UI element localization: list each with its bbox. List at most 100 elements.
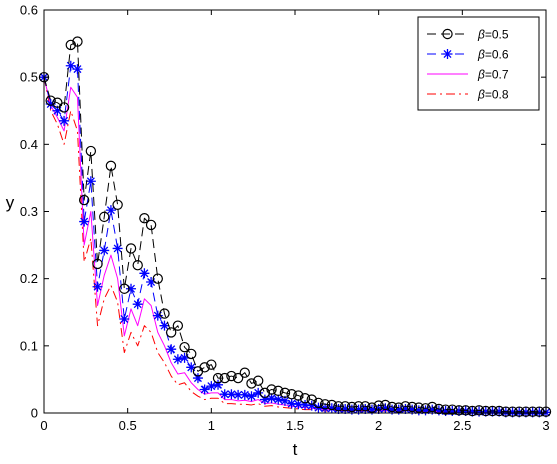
data-point-2 <box>45 99 56 110</box>
data-point-1 <box>534 406 545 417</box>
data-point-2 <box>72 64 83 75</box>
data-point-1 <box>299 393 311 404</box>
data-point-1 <box>400 401 411 412</box>
data-point-2 <box>460 405 471 416</box>
x-tick-label: 2.5 <box>453 418 471 433</box>
data-point-1 <box>266 384 277 395</box>
data-point-1 <box>246 378 257 389</box>
ticks-layer: 0 0.5 1 1.5 2 2.5 3 0 0.1 0.2 0.3 0.4 0.5 0.6 <box>20 3 550 434</box>
data-point-2 <box>59 115 70 126</box>
x-axis-label: t <box>293 440 298 459</box>
data-point-2 <box>500 407 511 418</box>
data-point-1 <box>145 219 157 231</box>
data-point-1 <box>433 403 445 415</box>
data-point-1 <box>480 405 491 417</box>
data-point-1 <box>92 258 103 270</box>
legend: β=0.5 β=0.6 β=0.7 β=0.8 <box>417 16 540 111</box>
data-point-2 <box>146 277 157 288</box>
data-point-2 <box>233 389 244 400</box>
data-point-2 <box>353 404 364 415</box>
y-tick-label: 0 <box>31 406 38 421</box>
data-point-1 <box>346 401 358 413</box>
data-point-1 <box>487 405 498 417</box>
data-point-2 <box>534 407 545 418</box>
data-point-1 <box>132 260 143 271</box>
data-point-2 <box>126 283 137 294</box>
data-point-2 <box>306 400 317 411</box>
data-point-2 <box>99 245 110 256</box>
data-point-2 <box>159 320 170 331</box>
data-point-1 <box>72 36 83 47</box>
data-point-2 <box>172 354 183 365</box>
data-point-2 <box>139 268 150 279</box>
y-tick-label: 0.4 <box>20 137 38 152</box>
legend-label-2: β=0.6 <box>477 48 509 62</box>
data-point-1 <box>333 401 344 412</box>
data-point-1 <box>427 401 438 413</box>
data-point-1 <box>45 95 56 106</box>
data-point-2 <box>447 405 458 416</box>
data-point-1 <box>65 39 76 51</box>
data-point-2 <box>206 381 217 392</box>
data-point-2 <box>346 404 357 415</box>
data-point-1 <box>125 243 137 254</box>
data-point-2 <box>407 404 418 415</box>
data-point-2 <box>65 60 76 71</box>
data-point-1 <box>453 405 465 416</box>
data-point-2 <box>226 389 237 400</box>
data-point-2 <box>433 405 444 416</box>
legend-box <box>417 16 540 111</box>
data-point-1 <box>212 372 224 384</box>
data-point-1 <box>313 397 324 409</box>
data-point-legend-2 <box>442 49 453 59</box>
data-point-1 <box>165 327 177 338</box>
data-point-2 <box>453 405 464 416</box>
data-point-2 <box>507 407 518 418</box>
data-point-1 <box>514 406 525 417</box>
x-tick-label: 3 <box>542 418 549 433</box>
series-1 <box>38 36 552 417</box>
data-point-2 <box>514 407 525 418</box>
x-tick-label: 1 <box>208 418 215 433</box>
data-point-1 <box>112 199 123 210</box>
data-point-1 <box>226 370 237 382</box>
data-point-1 <box>179 341 190 353</box>
data-point-2 <box>340 403 351 414</box>
y-tick-label: 0.5 <box>20 70 38 85</box>
data-point-2 <box>239 389 250 400</box>
x-tick-label: 0 <box>40 418 47 433</box>
data-point-2 <box>92 281 103 292</box>
data-point-1 <box>219 372 230 384</box>
y-tick-label: 0.6 <box>20 3 38 18</box>
data-point-1 <box>467 405 478 417</box>
data-point-2 <box>253 387 264 398</box>
x-tick-label: 1.5 <box>286 418 304 433</box>
data-point-1 <box>386 401 398 413</box>
data-point-1 <box>232 372 244 384</box>
data-point-2 <box>286 398 297 409</box>
data-point-2 <box>387 404 398 415</box>
data-point-1 <box>139 213 150 224</box>
data-point-2 <box>219 389 230 400</box>
data-point-1 <box>152 273 163 284</box>
x-tick-label: 0.5 <box>119 418 137 433</box>
data-point-1 <box>293 390 304 401</box>
data-point-1 <box>306 394 317 405</box>
data-point-1 <box>273 385 284 397</box>
data-point-2 <box>112 243 123 254</box>
legend-label-3: β=0.7 <box>477 68 509 82</box>
data-point-1 <box>326 399 338 411</box>
data-point-1 <box>340 401 351 412</box>
data-point-2 <box>360 403 371 414</box>
data-point-2 <box>186 362 197 373</box>
legend-label-1: β=0.5 <box>477 28 509 42</box>
y-tick-label: 0.3 <box>20 204 38 219</box>
data-point-2 <box>273 394 284 405</box>
data-point-2 <box>199 384 210 395</box>
data-point-2 <box>279 395 290 406</box>
data-point-2 <box>480 406 491 417</box>
data-point-2 <box>293 399 304 410</box>
data-point-2 <box>420 405 431 416</box>
data-point-2 <box>520 407 531 418</box>
data-point-1 <box>353 401 364 412</box>
